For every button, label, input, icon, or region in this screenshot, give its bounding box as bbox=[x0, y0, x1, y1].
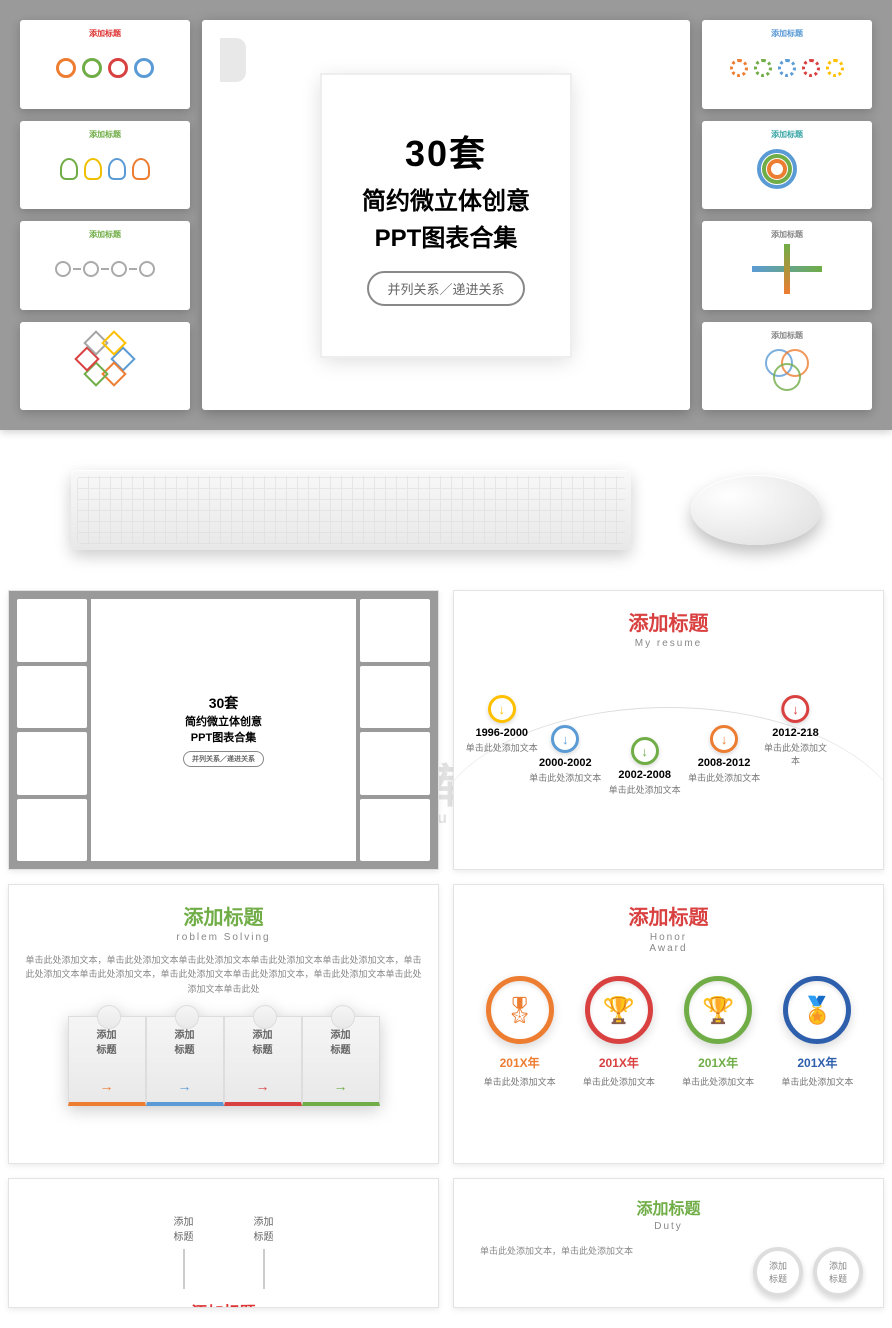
keyboard-mouse-zone bbox=[0, 430, 892, 590]
slide-honor[interactable]: 添加标题 Honor Award 🎖201X年单击此处添加文本🏆201X年单击此… bbox=[453, 884, 884, 1164]
slide6-col: 添加标题 bbox=[254, 1213, 274, 1289]
timeline-subtitle: My resume bbox=[470, 638, 867, 649]
honor-item: 🏆201X年单击此处添加文本 bbox=[673, 976, 763, 1088]
puzzle-title: 添加标题 bbox=[25, 901, 422, 930]
slides-grid: 30套 简约微立体创意 PPT图表合集 并列关系／递进关系 添加标题 My re… bbox=[0, 590, 892, 1328]
slide7-bubbles: 添加 标题添加 标题 bbox=[753, 1247, 863, 1297]
hero-mini-replica: 30套 简约微立体创意 PPT图表合集 并列关系／递进关系 bbox=[9, 591, 438, 869]
mouse-icon bbox=[691, 475, 821, 545]
hero-pill: 并列关系／递进关系 bbox=[367, 271, 524, 306]
hero-right-thumbs: 添加标题添加标题添加标题添加标题 bbox=[702, 20, 872, 410]
timeline-point: ↓2012-218单击此处添加文本 bbox=[760, 695, 831, 767]
puzzle-piece: 添加 标题→ bbox=[68, 1016, 146, 1106]
puzzle-piece: 添加 标题→ bbox=[302, 1016, 380, 1106]
hero-left-thumbs: 添加标题添加标题添加标题 bbox=[20, 20, 190, 410]
hero-line1: 简约微立体创意 bbox=[362, 181, 530, 216]
hero-banner: 添加标题添加标题添加标题 30套 简约微立体创意 PPT图表合集 并列关系／递进… bbox=[0, 0, 892, 430]
slide7-subtitle: Duty bbox=[470, 1221, 867, 1232]
puzzle-row: 添加 标题→添加 标题→添加 标题→添加 标题→ bbox=[25, 1016, 422, 1106]
hero-thumb[interactable]: 添加标题 bbox=[20, 221, 190, 310]
puzzle-subtitle: roblem Solving bbox=[25, 932, 422, 943]
timeline-chart: ↓1996-2000单击此处添加文本↓2000-2002单击此处添加文本↓200… bbox=[470, 667, 867, 837]
timeline-point: ↓1996-2000单击此处添加文本 bbox=[466, 695, 538, 754]
slide6-cols: 添加标题 添加标题 bbox=[25, 1213, 422, 1289]
slide7-title: 添加标题 bbox=[470, 1195, 867, 1219]
slide-hero-mini[interactable]: 30套 简约微立体创意 PPT图表合集 并列关系／递进关系 bbox=[8, 590, 439, 870]
puzzle-piece: 添加 标题→ bbox=[224, 1016, 302, 1106]
timeline-point: ↓2002-2008单击此处添加文本 bbox=[609, 737, 681, 796]
hero-thumb[interactable]: 添加标题 bbox=[702, 322, 872, 411]
mini-hero-line2: PPT图表合集 bbox=[191, 729, 256, 745]
honor-subtitle: Honor Award bbox=[470, 932, 867, 954]
hero-main-slide: 30套 简约微立体创意 PPT图表合集 并列关系／递进关系 bbox=[202, 20, 690, 410]
timeline-point: ↓2000-2002单击此处添加文本 bbox=[529, 725, 601, 784]
hero-corner-tab bbox=[220, 38, 246, 82]
slide7-bubble: 添加 标题 bbox=[813, 1247, 863, 1297]
mini-hero-number: 30套 bbox=[209, 693, 239, 713]
hero-number: 30套 bbox=[362, 125, 530, 177]
honor-row: 🎖201X年单击此处添加文本🏆201X年单击此处添加文本🏆201X年单击此处添加… bbox=[470, 976, 867, 1088]
slide6-bottom-title: 添加标题 bbox=[25, 1299, 422, 1308]
slide-puzzle[interactable]: 添加标题 roblem Solving 单击此处添加文本，单击此处添加文本单击此… bbox=[8, 884, 439, 1164]
slide-six[interactable]: 添加标题添加标题 添加标题 bbox=[8, 1178, 439, 1308]
hero-thumb[interactable]: 添加标题 bbox=[20, 121, 190, 210]
puzzle-piece: 添加 标题→ bbox=[146, 1016, 224, 1106]
keyboard-icon bbox=[71, 470, 631, 550]
honor-item: 🏆201X年单击此处添加文本 bbox=[574, 976, 664, 1088]
honor-item: 🎖201X年单击此处添加文本 bbox=[475, 976, 565, 1088]
hero-thumb[interactable] bbox=[20, 322, 190, 411]
honor-title: 添加标题 bbox=[470, 901, 867, 930]
slide-timeline[interactable]: 添加标题 My resume ↓1996-2000单击此处添加文本↓2000-2… bbox=[453, 590, 884, 870]
hero-line2: PPT图表合集 bbox=[362, 218, 530, 253]
hero-thumb[interactable]: 添加标题 bbox=[20, 20, 190, 109]
mini-hero-pill: 并列关系／递进关系 bbox=[183, 751, 264, 767]
slide6-col: 添加标题 bbox=[174, 1213, 194, 1289]
slide7-bubble: 添加 标题 bbox=[753, 1247, 803, 1297]
honor-item: 🏅201X年单击此处添加文本 bbox=[772, 976, 862, 1088]
timeline-title: 添加标题 bbox=[470, 607, 867, 636]
hero-thumb[interactable]: 添加标题 bbox=[702, 121, 872, 210]
hero-frame: 30套 简约微立体创意 PPT图表合集 并列关系／递进关系 bbox=[322, 75, 570, 356]
hero-thumb[interactable]: 添加标题 bbox=[702, 20, 872, 109]
timeline-point: ↓2008-2012单击此处添加文本 bbox=[688, 725, 760, 784]
puzzle-desc: 单击此处添加文本，单击此处添加文本单击此处添加文本单击此处添加文本单击此处添加文… bbox=[25, 953, 422, 996]
hero-thumb[interactable]: 添加标题 bbox=[702, 221, 872, 310]
slide-seven[interactable]: 添加标题 Duty 单击此处添加文本，单击此处添加文本 添加 标题添加 标题 bbox=[453, 1178, 884, 1308]
mini-hero-line1: 简约微立体创意 bbox=[185, 713, 262, 729]
